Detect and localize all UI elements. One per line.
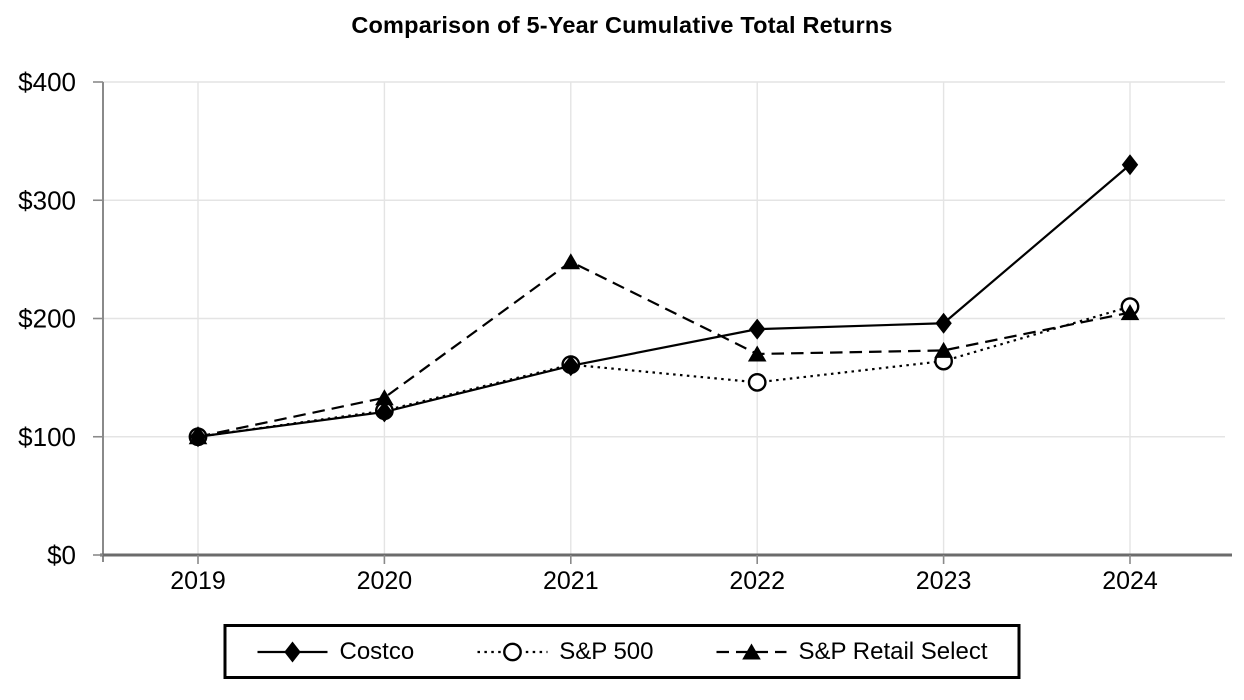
series-line-s-p-500 bbox=[197, 305, 1131, 438]
data-point-costco-2024 bbox=[1121, 154, 1139, 176]
x-tick-label-2023: 2023 bbox=[916, 567, 972, 595]
data-point-costco-2019 bbox=[189, 426, 207, 448]
data-point-s-p-500-2022 bbox=[747, 372, 767, 392]
legend-label: Costco bbox=[339, 637, 415, 665]
y-tick-label-100: $100 bbox=[18, 422, 76, 452]
x-tick-label-2022: 2022 bbox=[729, 567, 785, 595]
legend-sample-sp-500-line-icon bbox=[477, 642, 548, 661]
legend-sample-sp-retail-select-line-icon bbox=[716, 643, 787, 659]
chart-title: Comparison of 5-Year Cumulative Total Re… bbox=[351, 12, 893, 38]
data-point-s-p-retail-select-2023 bbox=[934, 341, 953, 358]
data-point-s-p-retail-select-2024 bbox=[1120, 304, 1140, 321]
legend-label: S&P Retail Select bbox=[798, 637, 988, 665]
series-line-costco bbox=[197, 163, 1131, 438]
data-point-costco-2022 bbox=[749, 318, 766, 340]
y-tick-label-300: $300 bbox=[18, 185, 76, 215]
data-point-costco-2020 bbox=[376, 401, 393, 423]
x-tick-label-2024: 2024 bbox=[1102, 567, 1158, 595]
data-point-s-p-retail-select-2020 bbox=[375, 389, 394, 406]
chart-canvas: $0 $100 $200 $300 $400 2019 2020 2021 2022 2023 20… bbox=[18, 67, 1232, 595]
data-point-s-p-retail-select-2021 bbox=[561, 253, 581, 270]
series-markers-s-p-500 bbox=[188, 297, 1140, 447]
legend-sample-costco-line-icon bbox=[257, 641, 328, 662]
data-point-s-p-retail-select-2022 bbox=[747, 345, 767, 362]
legend: Costco S&P 500 S&P Retail Select bbox=[223, 624, 1021, 679]
legend-item-sp-retail-select: S&P Retail Select bbox=[716, 638, 988, 666]
series-line-s-p-retail-select bbox=[197, 260, 1131, 438]
x-tick-label-2021: 2021 bbox=[543, 567, 599, 595]
y-tick-label-200: $200 bbox=[18, 304, 76, 334]
y-tick-label-0: $0 bbox=[47, 540, 76, 570]
legend-item-costco: Costco bbox=[256, 638, 414, 666]
legend-item-sp-500: S&P 500 bbox=[476, 637, 654, 666]
legend-label: S&P 500 bbox=[559, 637, 654, 665]
x-tick-label-2020: 2020 bbox=[357, 567, 413, 595]
legend-marker-diamond-filled-icon bbox=[284, 641, 301, 662]
x-tick-label-2019: 2019 bbox=[170, 567, 226, 595]
series-markers-s-p-retail-select bbox=[188, 253, 1140, 445]
series-markers-costco bbox=[189, 154, 1139, 448]
legend-marker-circle-open-icon bbox=[502, 642, 522, 661]
y-tick-label-400: $400 bbox=[18, 67, 76, 97]
legend-marker-triangle-filled-icon bbox=[742, 643, 761, 659]
data-point-costco-2021 bbox=[562, 355, 579, 377]
data-point-costco-2023 bbox=[935, 312, 952, 334]
